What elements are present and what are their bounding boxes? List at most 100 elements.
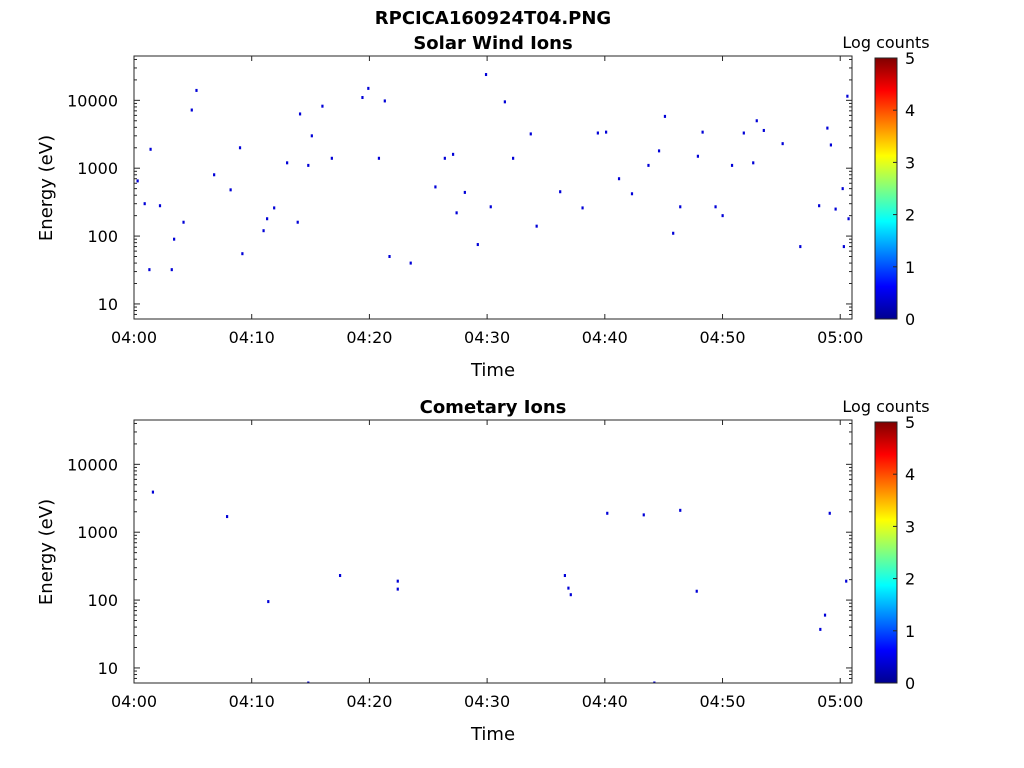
colorbar-tick-label: 1 [905, 258, 915, 277]
colorbar-gradient [874, 421, 898, 684]
panel-title: Solar Wind Ions [413, 33, 572, 54]
sparse-count [182, 220, 185, 224]
sparse-count [383, 99, 386, 103]
sparse-count [819, 627, 822, 631]
sparse-count [136, 179, 139, 183]
heatmap-layer [151, 490, 848, 683]
y-axis-label: Energy (eV) [36, 135, 57, 241]
sparse-count [310, 134, 313, 138]
colorbar-tick-label: 2 [905, 570, 915, 589]
sparse-count [823, 613, 827, 617]
panel-cometary: Cometary Ions 04:00 04:10 04:20 04:30 04:40 0… [36, 397, 930, 745]
sparse-count [714, 205, 717, 209]
sparse-count [476, 243, 479, 247]
colorbar-label: Log counts [842, 33, 929, 52]
figure-title: RPCICA160924T04.PNG [375, 8, 611, 29]
sparse-count [799, 245, 802, 249]
x-tick-label: 04:50 [699, 328, 745, 347]
sparse-count [273, 206, 276, 210]
sparse-count [596, 131, 599, 135]
sparse-count [679, 205, 682, 209]
x-tick-label: 04:40 [582, 692, 628, 711]
x-tick-label: 04:10 [229, 328, 275, 347]
x-tick-label: 04:00 [111, 692, 157, 711]
sparse-count [241, 252, 244, 256]
x-axis: 04:00 04:10 04:20 04:30 04:40 04:50 05:00 [111, 56, 863, 347]
sparse-count [409, 261, 412, 265]
sparse-count [818, 204, 821, 208]
y-tick-label: 100 [87, 227, 118, 246]
sparse-count [338, 574, 342, 578]
y-tick-label: 1000 [77, 159, 118, 178]
sparse-count [377, 156, 381, 160]
sparse-count [367, 86, 370, 90]
sparse-count [647, 163, 650, 167]
sparse-count [158, 204, 162, 208]
sparse-count [443, 156, 446, 160]
plot-frame [133, 419, 853, 684]
sparse-count [190, 108, 193, 112]
sparse-count [225, 515, 229, 519]
sparse-count [455, 211, 458, 215]
y-tick-label: 10 [98, 295, 118, 314]
panel-title: Cometary Ions [420, 397, 567, 418]
sparse-count [307, 681, 310, 683]
colorbar-tick-label: 5 [905, 413, 915, 432]
sparse-count [847, 217, 850, 221]
sparse-count [581, 206, 584, 210]
sparse-count [286, 161, 289, 165]
sparse-count [617, 177, 621, 181]
colorbar-tick-label: 5 [905, 49, 915, 68]
sparse-count [213, 173, 216, 177]
sparse-count [755, 119, 758, 123]
y-axis: 10 100 1000 10000 [67, 58, 852, 320]
sparse-count [148, 268, 151, 272]
sparse-count [151, 490, 155, 494]
sparse-count [653, 681, 656, 683]
sparse-count [262, 229, 265, 233]
sparse-count [361, 96, 364, 100]
sparse-count [828, 511, 831, 515]
sparse-count [672, 231, 675, 235]
y-tick-label: 1000 [77, 523, 118, 542]
x-tick-label: 04:20 [346, 692, 392, 711]
colorbar-tick-label: 4 [905, 101, 915, 120]
x-tick-label: 04:10 [229, 692, 275, 711]
sparse-count [238, 146, 242, 150]
y-axis: 10 100 1000 10000 [67, 422, 852, 684]
sparse-count [642, 513, 645, 517]
sparse-count [606, 511, 609, 515]
x-tick-label: 05:00 [817, 692, 863, 711]
sparse-count [451, 152, 455, 156]
x-tick-label: 04:30 [464, 692, 510, 711]
sparse-count [762, 128, 765, 132]
sparse-count [742, 131, 745, 135]
y-tick-label: 10000 [67, 455, 118, 474]
colorbar-gradient [874, 57, 898, 320]
sparse-count [307, 163, 310, 167]
colorbar-tick-label: 3 [905, 517, 915, 536]
sparse-count [266, 217, 269, 221]
sparse-count [388, 255, 391, 258]
sparse-count [605, 130, 608, 134]
sparse-count [701, 130, 704, 134]
x-tick-label: 04:30 [464, 328, 510, 347]
sparse-count [396, 587, 399, 591]
colorbar: 0 1 2 3 4 5 [874, 49, 915, 329]
sparse-count [695, 589, 698, 593]
sparse-count [721, 214, 724, 218]
sparse-count [434, 185, 437, 189]
sparse-count [730, 163, 734, 167]
colorbar-tick-label: 0 [905, 674, 915, 693]
x-tick-label: 05:00 [817, 328, 863, 347]
sparse-count [503, 100, 506, 104]
sparse-count [296, 220, 299, 224]
x-tick-label: 04:40 [582, 328, 628, 347]
sparse-count [535, 224, 538, 228]
colorbar-tick-label: 1 [905, 622, 915, 641]
sparse-count [845, 579, 848, 583]
y-tick-label: 100 [87, 591, 118, 610]
sparse-count [657, 149, 661, 153]
sparse-count [846, 94, 849, 98]
